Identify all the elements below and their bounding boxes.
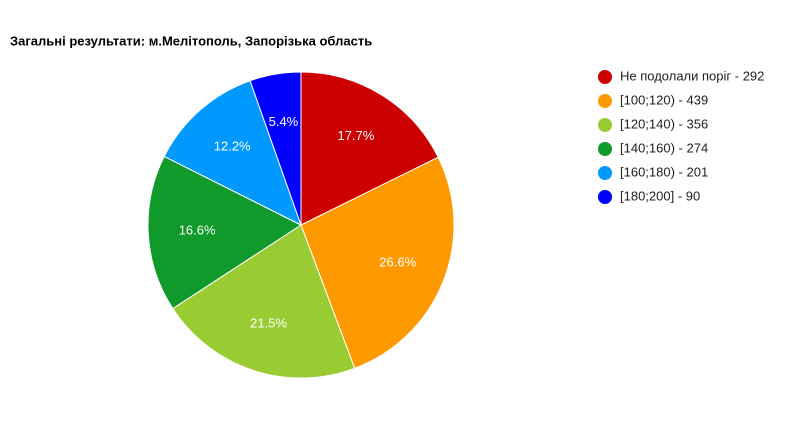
legend-label: [120;140) - 356 [620,116,708,131]
pie-slice [300,71,439,226]
legend-swatch [598,166,612,180]
legend-swatch [598,190,612,204]
chart-title: Загальні результати: м.Мелітополь, Запор… [10,33,372,48]
legend-label: Не подолали поріг - 292 [620,68,764,83]
pie-slice [147,155,303,310]
slice-label: 17.7% [337,128,374,143]
slice-label: 5.4% [269,114,299,129]
pie-slice [249,71,302,226]
slice-label: 21.5% [250,315,287,330]
slice-label: 16.6% [179,222,216,237]
pie-slice [300,156,455,369]
legend-label: [180;200] - 90 [620,188,700,203]
legend-label: [100;120) - 439 [620,92,708,107]
legend-label: [140;160) - 274 [620,140,708,155]
legend-swatch [598,118,612,132]
legend-swatch [598,70,612,84]
pie-slice [172,224,356,379]
legend-label: [160;180) - 201 [620,164,708,179]
slice-label: 12.2% [214,138,251,153]
slice-label: 26.6% [379,255,416,270]
legend-swatch [598,94,612,108]
pie-slice [163,80,302,227]
legend-swatch [598,142,612,156]
